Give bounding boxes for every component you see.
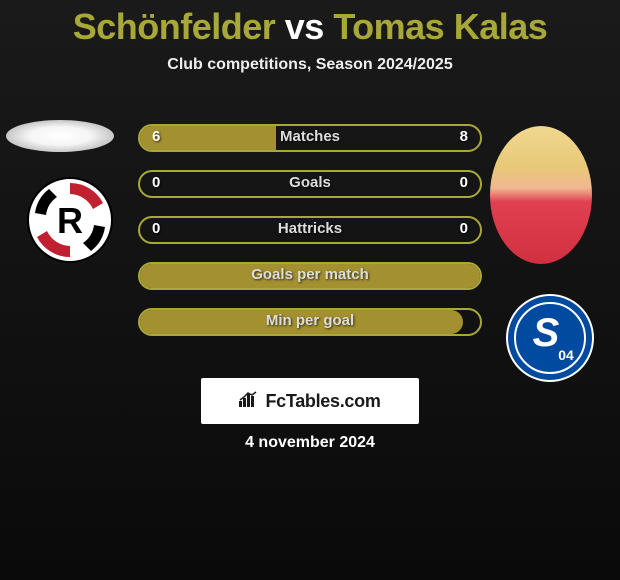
stat-bar: Hattricks 0 0 xyxy=(138,216,482,244)
stat-bar: Goals per match xyxy=(138,262,482,290)
stat-label: Matches xyxy=(280,128,340,145)
stat-value-right: 0 xyxy=(460,174,468,191)
player1-club-logo: R xyxy=(18,176,122,264)
vs-text: vs xyxy=(285,6,324,47)
stat-value-left: 0 xyxy=(152,174,160,191)
svg-text:R: R xyxy=(57,200,83,241)
brand-badge: FcTables.com xyxy=(201,378,419,424)
player2-club-logo: S 04 xyxy=(498,294,602,382)
brand-text: FcTables.com xyxy=(265,391,380,412)
comparison-bars: Matches 6 8 Goals 0 0 Hattricks 0 0 Goals per mat… xyxy=(138,124,482,354)
player1-name: Schönfelder xyxy=(73,6,276,47)
svg-text:04: 04 xyxy=(558,347,574,363)
stat-value-left: 6 xyxy=(152,128,160,145)
stat-value-right: 0 xyxy=(460,220,468,237)
svg-text:S: S xyxy=(533,311,560,355)
player1-avatar xyxy=(6,120,114,152)
stat-bar: Min per goal xyxy=(138,308,482,336)
player2-name: Tomas Kalas xyxy=(333,6,547,47)
date-text: 4 november 2024 xyxy=(245,434,375,452)
subtitle: Club competitions, Season 2024/2025 xyxy=(0,56,620,74)
stat-label: Hattricks xyxy=(278,220,342,237)
stat-value-right: 8 xyxy=(460,128,468,145)
page-title: Schönfelder vs Tomas Kalas xyxy=(0,0,620,48)
player2-avatar xyxy=(490,126,592,264)
stat-value-left: 0 xyxy=(152,220,160,237)
stat-bar: Matches 6 8 xyxy=(138,124,482,152)
chart-icon xyxy=(239,391,259,412)
stat-label: Min per goal xyxy=(266,312,354,329)
bar-fill-left xyxy=(140,126,276,150)
stat-bar: Goals 0 0 xyxy=(138,170,482,198)
stat-label: Goals per match xyxy=(251,266,369,283)
stat-label: Goals xyxy=(289,174,331,191)
